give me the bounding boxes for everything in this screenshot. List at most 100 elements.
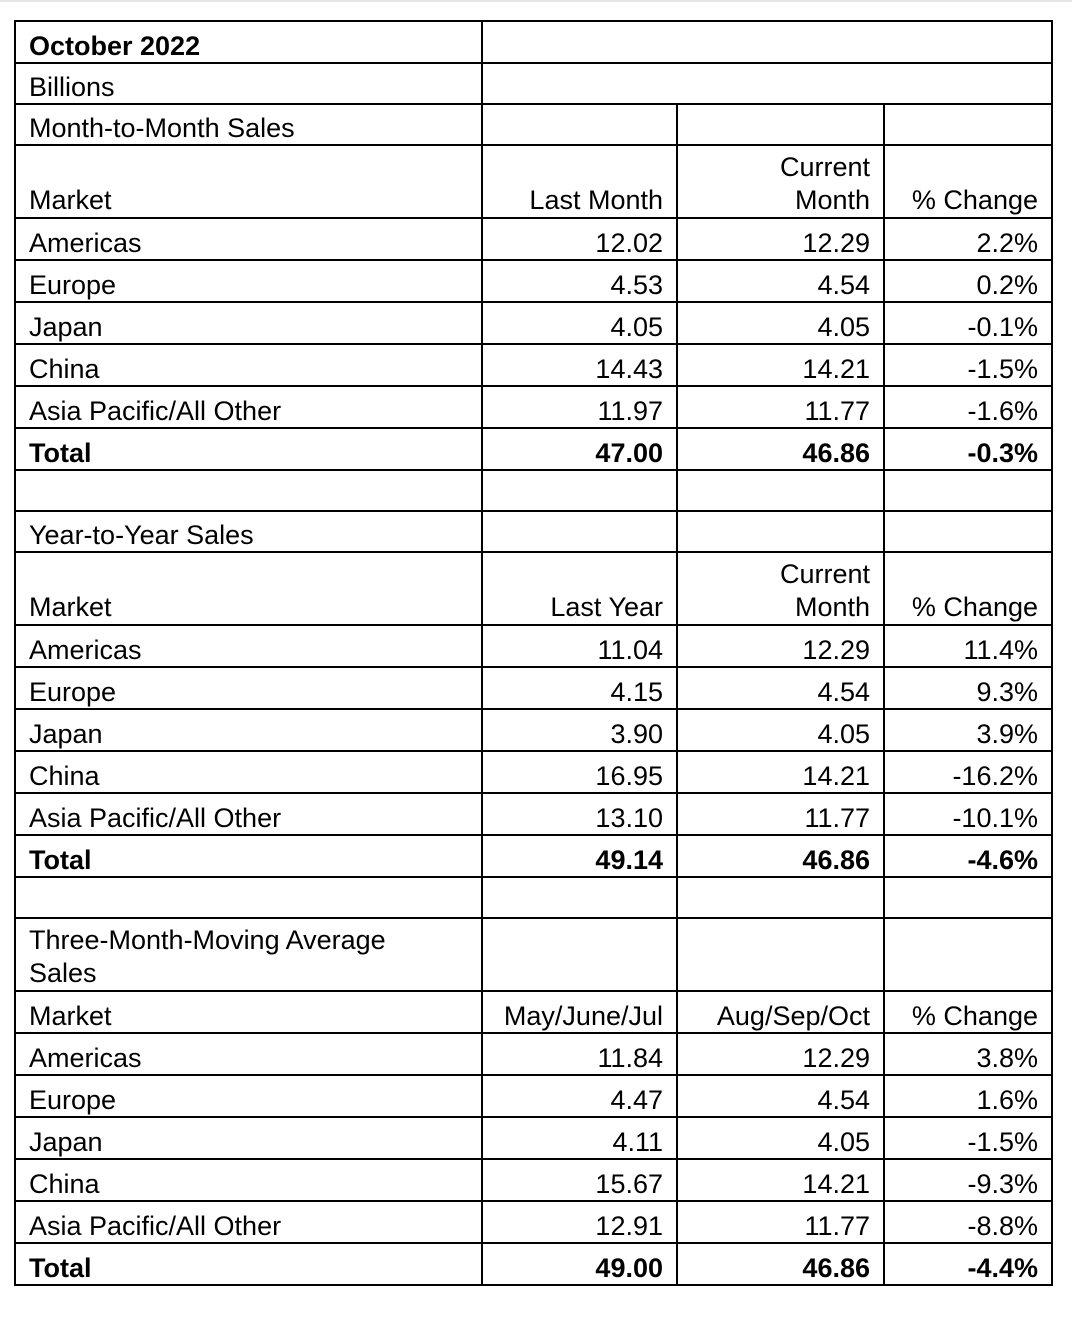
header-market: Market: [14, 551, 483, 626]
report-units-row: Billions: [14, 62, 1053, 105]
empty-cell: [676, 469, 885, 512]
column-header-row: Market Last Year Current Month % Change: [14, 551, 1053, 626]
value-previous: 4.05: [481, 301, 678, 345]
header-last-year: Last Year: [481, 551, 678, 626]
header-current-line1: Current: [779, 559, 870, 589]
value-current: 14.21: [676, 343, 885, 387]
market-name: Japan: [14, 1116, 483, 1160]
value-current: 46.86: [676, 427, 885, 471]
table-row: Americas 11.84 12.29 3.8%: [14, 1032, 1053, 1076]
table-row: Americas 11.04 12.29 11.4%: [14, 624, 1053, 668]
header-pct-change: % Change: [883, 144, 1053, 219]
value-previous: 4.47: [481, 1074, 678, 1118]
market-name: Total: [14, 1242, 483, 1286]
section-title: Three-Month-Moving Average Sales: [14, 917, 483, 992]
value-previous: 49.14: [481, 834, 678, 878]
value-pct-change: -4.6%: [883, 834, 1053, 878]
value-previous: 3.90: [481, 708, 678, 752]
value-previous: 12.91: [481, 1200, 678, 1244]
value-current: 11.77: [676, 1200, 885, 1244]
header-pct-change: % Change: [883, 551, 1053, 626]
value-current: 4.05: [676, 301, 885, 345]
value-pct-change: -16.2%: [883, 750, 1053, 794]
empty-cell: [883, 917, 1053, 992]
value-previous: 47.00: [481, 427, 678, 471]
empty-cell: [481, 469, 678, 512]
empty-cell: [883, 510, 1053, 553]
report-title: October 2022: [14, 20, 483, 64]
value-previous: 15.67: [481, 1158, 678, 1202]
market-name: Asia Pacific/All Other: [14, 792, 483, 836]
section-title-row: Month-to-Month Sales: [14, 103, 1053, 146]
empty-cell: [481, 917, 678, 992]
market-name: Europe: [14, 1074, 483, 1118]
value-pct-change: 0.2%: [883, 259, 1053, 303]
value-current: 46.86: [676, 834, 885, 878]
empty-cell: [481, 62, 1053, 105]
table-row: Asia Pacific/All Other 13.10 11.77 -10.1…: [14, 792, 1053, 836]
header-current-line1: Current: [779, 152, 870, 182]
header-last-month: Last Month: [481, 144, 678, 219]
table-row: Europe 4.15 4.54 9.3%: [14, 666, 1053, 710]
section-title-row: Three-Month-Moving Average Sales: [14, 917, 1053, 992]
sales-table: October 2022 Billions Month-to-Month Sal…: [14, 20, 1053, 1286]
value-previous: 16.95: [481, 750, 678, 794]
value-previous: 14.43: [481, 343, 678, 387]
total-row: Total 49.00 46.86 -4.4%: [14, 1242, 1053, 1286]
report-units: Billions: [14, 62, 483, 105]
value-current: 4.54: [676, 259, 885, 303]
value-previous: 11.84: [481, 1032, 678, 1076]
value-pct-change: -1.5%: [883, 1116, 1053, 1160]
market-name: Americas: [14, 624, 483, 668]
market-name: China: [14, 1158, 483, 1202]
empty-cell: [676, 510, 885, 553]
total-row: Total 47.00 46.86 -0.3%: [14, 427, 1053, 471]
value-current: 12.29: [676, 1032, 885, 1076]
value-pct-change: 3.9%: [883, 708, 1053, 752]
column-header-row: Market Last Month Current Month % Change: [14, 144, 1053, 219]
market-name: Japan: [14, 301, 483, 345]
header-market: Market: [14, 990, 483, 1034]
value-pct-change: -0.1%: [883, 301, 1053, 345]
value-pct-change: -1.6%: [883, 385, 1053, 429]
table-row: Japan 4.11 4.05 -1.5%: [14, 1116, 1053, 1160]
value-pct-change: -0.3%: [883, 427, 1053, 471]
market-name: China: [14, 343, 483, 387]
value-previous: 12.02: [481, 217, 678, 261]
value-current: 4.05: [676, 1116, 885, 1160]
value-pct-change: 11.4%: [883, 624, 1053, 668]
value-previous: 11.04: [481, 624, 678, 668]
table-row: Europe 4.53 4.54 0.2%: [14, 259, 1053, 303]
table-row: Asia Pacific/All Other 11.97 11.77 -1.6%: [14, 385, 1053, 429]
market-name: Europe: [14, 666, 483, 710]
header-market: Market: [14, 144, 483, 219]
empty-cell: [676, 876, 885, 919]
total-row: Total 49.14 46.86 -4.6%: [14, 834, 1053, 878]
empty-cell: [481, 20, 1053, 64]
market-name: Asia Pacific/All Other: [14, 1200, 483, 1244]
empty-cell: [676, 917, 885, 992]
value-previous: 11.97: [481, 385, 678, 429]
value-previous: 13.10: [481, 792, 678, 836]
market-name: Americas: [14, 217, 483, 261]
empty-cell: [14, 876, 483, 919]
value-current: 46.86: [676, 1242, 885, 1286]
value-current: 4.05: [676, 708, 885, 752]
market-name: Asia Pacific/All Other: [14, 385, 483, 429]
value-pct-change: 2.2%: [883, 217, 1053, 261]
empty-cell: [481, 876, 678, 919]
table-row: Americas 12.02 12.29 2.2%: [14, 217, 1053, 261]
table-row: Asia Pacific/All Other 12.91 11.77 -8.8%: [14, 1200, 1053, 1244]
value-pct-change: 3.8%: [883, 1032, 1053, 1076]
empty-cell: [883, 469, 1053, 512]
value-previous: 4.15: [481, 666, 678, 710]
header-current-line2: Month: [794, 185, 870, 215]
header-current-line2: Month: [794, 592, 870, 622]
report-title-row: October 2022: [14, 20, 1053, 64]
table-row: China 15.67 14.21 -9.3%: [14, 1158, 1053, 1202]
empty-cell: [676, 103, 885, 146]
value-current: 4.54: [676, 1074, 885, 1118]
table-row: China 14.43 14.21 -1.5%: [14, 343, 1053, 387]
market-name: Japan: [14, 708, 483, 752]
value-previous: 4.53: [481, 259, 678, 303]
